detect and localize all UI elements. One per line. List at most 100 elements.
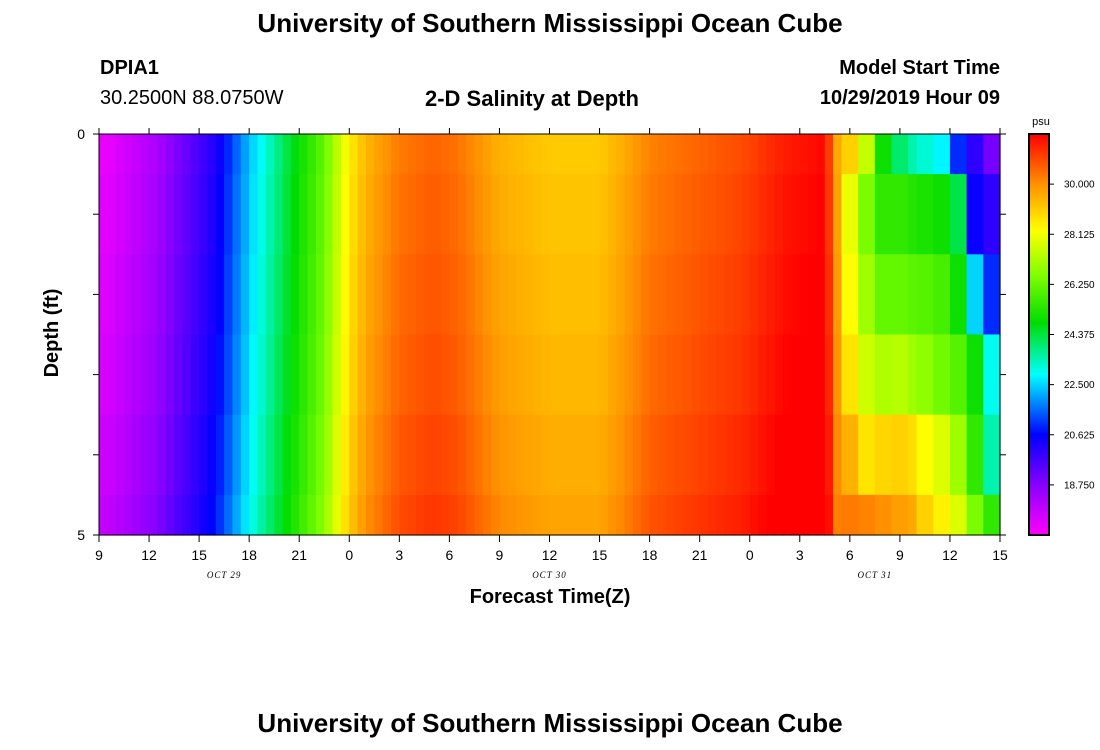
heatmap-cell	[549, 174, 559, 255]
heatmap-cell	[349, 254, 359, 336]
heatmap-cell	[641, 494, 651, 536]
heatmap-cell	[424, 334, 434, 416]
heatmap-cell	[390, 254, 400, 336]
heatmap-cell	[466, 494, 476, 536]
heatmap-cell	[340, 494, 350, 536]
heatmap-cell	[649, 134, 659, 175]
heatmap-cell	[374, 174, 384, 255]
heatmap-cell	[207, 174, 217, 255]
heatmap-cell	[299, 494, 309, 536]
heatmap-cell	[407, 174, 417, 255]
heatmap-cell	[958, 334, 968, 416]
heatmap-cell	[207, 494, 217, 536]
colorbar-tick-label: 26.250	[1064, 280, 1095, 291]
heatmap-cell	[190, 414, 200, 496]
heatmap-cell	[507, 494, 517, 536]
heatmap-cell	[924, 254, 934, 336]
heatmap-cell	[140, 334, 150, 416]
heatmap-cell	[899, 174, 909, 255]
heatmap-cell	[766, 174, 776, 255]
heatmap-cell	[833, 174, 843, 255]
heatmap-cell	[99, 414, 108, 496]
heatmap-cell	[532, 174, 542, 255]
heatmap-cell	[616, 414, 626, 496]
heatmap-cell	[582, 414, 592, 496]
heatmap-cell	[899, 254, 909, 336]
heatmap-cell	[516, 134, 526, 175]
heatmap-cell	[966, 494, 976, 536]
heatmap-cell	[315, 174, 325, 255]
heatmap-cell	[324, 174, 334, 255]
heatmap-cell	[958, 254, 968, 336]
x-tick-label: 6	[445, 547, 453, 563]
heatmap-cell	[349, 334, 359, 416]
colorbar-tick-label: 30.000	[1064, 180, 1095, 191]
heatmap-cell	[883, 254, 893, 336]
heatmap-cell	[824, 134, 834, 175]
heatmap-cell	[983, 494, 993, 536]
heatmap-cell	[357, 414, 367, 496]
heatmap-cell	[766, 334, 776, 416]
heatmap-cell	[582, 174, 592, 255]
heatmap-cell	[708, 174, 717, 255]
heatmap-cell	[983, 414, 993, 496]
heatmap-cell	[416, 494, 425, 536]
heatmap-cell	[841, 494, 851, 536]
heatmap-cell	[99, 254, 108, 336]
date-label: OCT 30	[532, 570, 567, 580]
heatmap-cell	[482, 334, 492, 416]
heatmap-cell	[457, 414, 467, 496]
heatmap-cell	[566, 254, 576, 336]
heatmap-cell	[132, 174, 142, 255]
heatmap-cell	[416, 414, 425, 496]
heatmap-cell	[249, 334, 259, 416]
x-tick-label: 9	[496, 547, 504, 563]
heatmap-cell	[491, 414, 501, 496]
x-tick-label: 18	[642, 547, 658, 563]
heatmap-cell	[224, 134, 234, 175]
heatmap-cell	[566, 134, 576, 175]
x-tick-label: 0	[746, 547, 754, 563]
heatmap-cell	[332, 334, 342, 416]
heatmap-cell	[566, 174, 576, 255]
heatmap-cell	[699, 134, 709, 175]
heatmap-cell	[599, 174, 609, 255]
heatmap-cell	[365, 494, 375, 536]
heatmap-cell	[516, 334, 526, 416]
heatmap-cell	[282, 494, 292, 536]
y-tick-label: 0	[77, 126, 85, 142]
heatmap-cell	[340, 174, 350, 255]
x-tick-label: 0	[345, 547, 353, 563]
heatmap-cell	[749, 414, 759, 496]
heatmap-cell	[849, 254, 859, 336]
heatmap-cell	[282, 254, 292, 336]
heatmap-cell	[766, 494, 776, 536]
heatmap-cell	[582, 254, 592, 336]
heatmap-cell	[766, 414, 776, 496]
heatmap-cell	[699, 414, 709, 496]
heatmap-cell	[783, 334, 793, 416]
heatmap-cell	[299, 174, 309, 255]
heatmap-cell	[399, 414, 409, 496]
heatmap-cell	[758, 334, 767, 416]
heatmap-cell	[215, 414, 225, 496]
heatmap-cell	[215, 254, 225, 336]
heatmap-cell	[774, 334, 784, 416]
heatmap-cell	[457, 174, 467, 255]
heatmap-cell	[891, 414, 901, 496]
heatmap-cell	[958, 174, 968, 255]
heatmap-cell	[557, 174, 567, 255]
heatmap-cell	[382, 174, 392, 255]
heatmap-cell	[966, 254, 976, 336]
heatmap-cell	[307, 134, 317, 175]
heatmap-cell	[249, 134, 259, 175]
heatmap-cell	[833, 494, 843, 536]
x-axis-label: Forecast Time(Z)	[470, 586, 631, 608]
heatmap-cell	[424, 134, 434, 175]
heatmap-cell	[324, 254, 334, 336]
heatmap-cell	[482, 174, 492, 255]
heatmap-cell	[516, 414, 526, 496]
heatmap-cell	[157, 254, 167, 336]
heatmap-cell	[107, 254, 117, 336]
heatmap-cell	[374, 414, 384, 496]
